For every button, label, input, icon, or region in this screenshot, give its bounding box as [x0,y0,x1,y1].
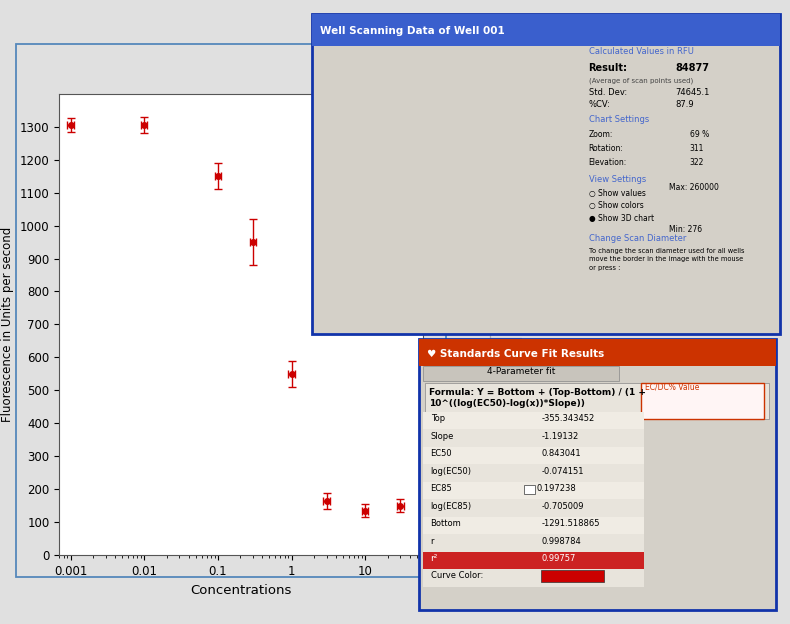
Text: 0.197238: 0.197238 [536,484,576,493]
Text: Close: Close [555,590,582,600]
Text: 84877: 84877 [675,62,709,72]
Text: Curve Color:: Curve Color: [431,572,483,580]
Text: Help: Help [680,590,702,600]
Text: -355.343452: -355.343452 [541,414,594,423]
Text: 4-Parameter fit: 4-Parameter fit [487,367,555,376]
Text: (Average of scan points used): (Average of scan points used) [589,78,693,84]
Text: View Settings: View Settings [589,175,645,184]
Text: To change the scan diameter used for all wells: To change the scan diameter used for all… [589,248,744,254]
Text: ○ Show values: ○ Show values [589,189,645,198]
Text: 85: 85 [653,401,665,412]
Y-axis label: Fluorescence in Units per second: Fluorescence in Units per second [2,227,14,422]
Text: 87.9: 87.9 [675,100,694,109]
Text: Chart Settings: Chart Settings [589,115,649,124]
Text: Elevation:: Elevation: [589,158,626,167]
Text: %CV:: %CV: [589,100,611,109]
X-axis label: Concentrations: Concentrations [190,583,292,597]
Text: 0.998784: 0.998784 [541,537,581,545]
Text: Help: Help [696,314,719,324]
Text: -0.074151: -0.074151 [541,467,584,475]
Text: 0.99757: 0.99757 [541,554,576,563]
Text: Well Scanning Data of Well 001: Well Scanning Data of Well 001 [320,26,505,36]
Text: Standard Curve: Standard Curve [314,76,423,90]
Text: Bottom: Bottom [431,519,461,528]
Text: Close: Close [631,314,657,324]
Y-axis label: Column: Column [528,262,548,278]
Text: Zoom:: Zoom: [589,130,613,139]
Text: Min: 276: Min: 276 [669,225,702,234]
Text: log(EC50): log(EC50) [431,467,472,475]
Text: ● Show 3D chart: ● Show 3D chart [589,214,653,223]
Text: EC/DC% Value: EC/DC% Value [645,383,700,392]
Text: move the border in the image with the mouse: move the border in the image with the mo… [589,256,743,263]
Text: Max: 260000: Max: 260000 [669,183,719,192]
Text: 10^((log(EC50)-log(x))*Slope)): 10^((log(EC50)-log(x))*Slope)) [429,399,585,408]
Text: Calculated Values in RFU: Calculated Values in RFU [589,47,694,56]
Text: EC50: EC50 [431,449,452,458]
Text: X: X [431,591,437,600]
X-axis label: Row: Row [381,280,393,285]
Text: r: r [431,537,434,545]
Text: Slope: Slope [431,432,454,441]
Text: =: = [352,314,358,323]
Text: Apply: Apply [686,402,711,411]
Text: 74645.1: 74645.1 [675,89,710,97]
Text: or press :: or press : [589,265,620,271]
Text: Top: Top [431,414,445,423]
Text: Change Scan Diameter: Change Scan Diameter [589,235,686,243]
Text: -1291.518865: -1291.518865 [541,519,600,528]
Text: Rotation:: Rotation: [589,144,623,153]
Text: ♥ Standards Curve Fit Results: ♥ Standards Curve Fit Results [427,349,604,359]
Text: Scan Diameter Used...: Scan Diameter Used... [593,276,679,285]
Text: ○ Show colors: ○ Show colors [589,202,643,210]
Text: 0.843041: 0.843041 [541,449,581,458]
Text: 311: 311 [690,144,704,153]
Text: EC85: EC85 [431,484,453,493]
Text: X: X [324,314,330,323]
Text: Std. Dev:: Std. Dev: [589,89,626,97]
Text: 69 %: 69 % [690,130,709,139]
Text: 322: 322 [690,158,704,167]
Text: Formula: Y = Bottom + (Top-Bottom) / (1 +: Formula: Y = Bottom + (Top-Bottom) / (1 … [429,388,646,397]
Text: -1.19132: -1.19132 [541,432,578,441]
Text: r²: r² [431,554,438,563]
Text: S: S [380,314,385,323]
Text: -0.705009: -0.705009 [541,502,584,510]
Text: Result:: Result: [589,62,627,72]
Text: log(EC85): log(EC85) [431,502,472,510]
